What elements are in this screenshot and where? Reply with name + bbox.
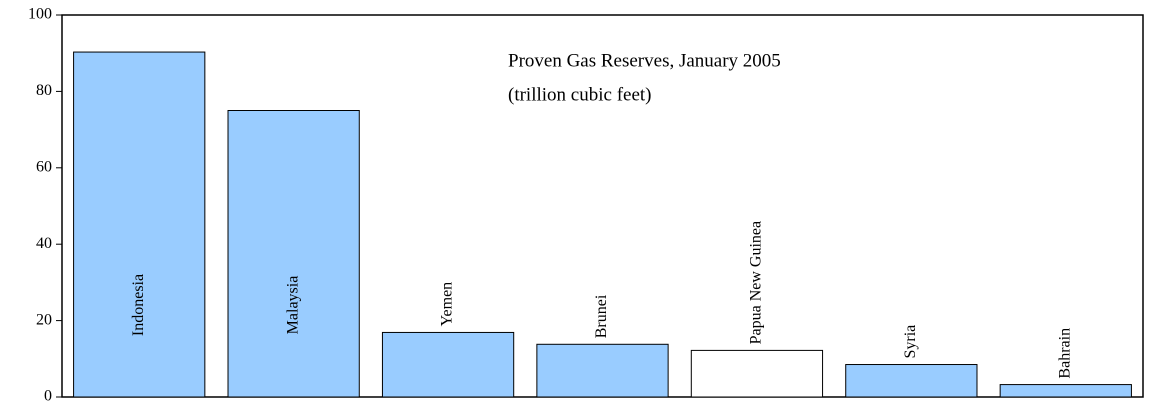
category-label: Brunei — [593, 294, 610, 338]
category-label: Malaysia — [284, 276, 301, 335]
category-label: Indonesia — [130, 274, 147, 336]
y-tick-label: 100 — [28, 6, 52, 23]
bar — [999, 384, 1132, 398]
annotation: Proven Gas Reserves, January 2005 — [508, 50, 781, 71]
category-label: Syria — [902, 325, 919, 359]
bar — [227, 110, 360, 398]
category-label: Yemen — [439, 282, 456, 327]
bar — [845, 364, 978, 398]
annotation: (trillion cubic feet) — [508, 84, 652, 105]
y-tick-label: 0 — [44, 388, 52, 401]
bar — [690, 349, 824, 398]
category-label: Bahrain — [1056, 328, 1073, 379]
y-tick-label: 60 — [36, 158, 52, 175]
y-tick-label: 80 — [36, 82, 52, 99]
bar — [73, 51, 206, 398]
y-tick-label: 40 — [36, 235, 52, 252]
bar — [536, 343, 669, 398]
category-label: Papua New Guinea — [748, 221, 765, 345]
bar — [381, 331, 515, 398]
y-tick-label: 20 — [36, 311, 52, 328]
plot-frame — [61, 14, 1144, 398]
